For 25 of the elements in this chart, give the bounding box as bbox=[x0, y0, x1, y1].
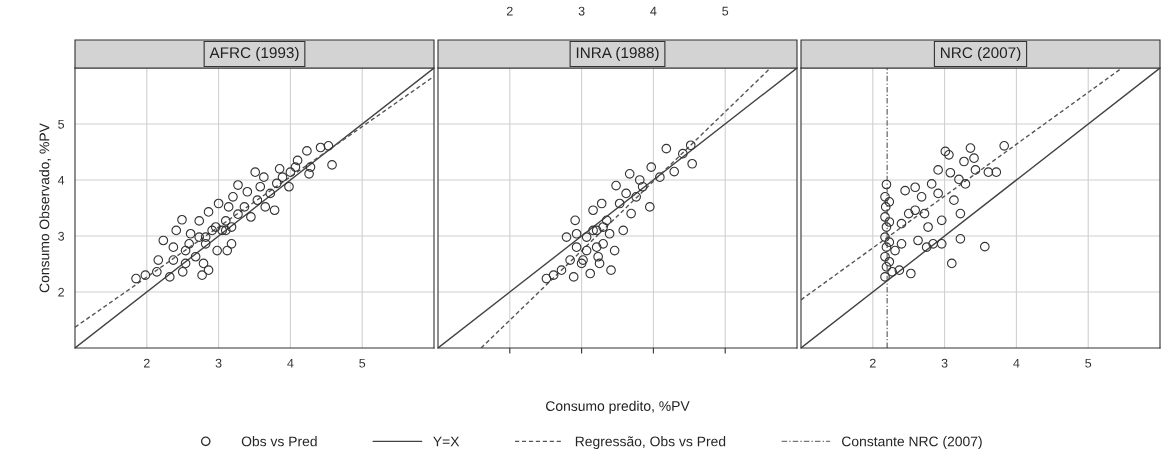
x-tick-label: 3 bbox=[215, 358, 222, 368]
x2-tick-label: 2 bbox=[506, 6, 513, 16]
chart-title: NRC (2007) bbox=[941, 46, 1021, 62]
x-tick-label: 2 bbox=[869, 358, 876, 368]
x-tick-label: 5 bbox=[359, 358, 366, 368]
y-tick-label: 2 bbox=[58, 287, 64, 297]
x-axis-title: Consumo predito, %PV bbox=[546, 400, 690, 414]
x2-tick-label: 5 bbox=[722, 6, 729, 16]
legend-label: Obs vs Pred bbox=[241, 436, 317, 447]
legend-label: Y=X bbox=[433, 436, 460, 447]
legend-label: Regressão, Obs vs Pred bbox=[575, 436, 726, 450]
x-tick-label: 5 bbox=[1085, 358, 1092, 368]
x-tick-label: 2 bbox=[143, 358, 150, 368]
x2-tick-label: 4 bbox=[650, 6, 657, 16]
y-tick-label: 3 bbox=[58, 231, 65, 241]
x-tick-label: 4 bbox=[287, 358, 294, 368]
legend-label: Constante NRC (2007) bbox=[842, 436, 982, 450]
y-tick-label: 4 bbox=[57, 175, 65, 185]
chart-title: AFRC (1993) bbox=[209, 46, 299, 62]
y-axis-title: Consumo Observado, %PV bbox=[39, 123, 51, 293]
y-tick-label: 5 bbox=[58, 119, 65, 129]
x-tick-label: 4 bbox=[1013, 358, 1020, 368]
x-tick-label: 3 bbox=[941, 358, 948, 368]
x2-tick-label: 3 bbox=[578, 6, 585, 16]
chart-title: INRA (1988) bbox=[576, 46, 659, 62]
